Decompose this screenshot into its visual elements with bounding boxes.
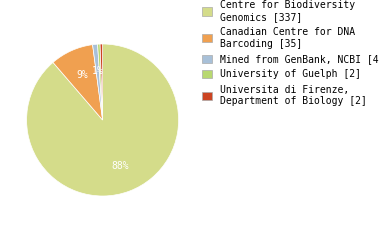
Wedge shape	[98, 44, 103, 120]
Wedge shape	[27, 44, 179, 196]
Wedge shape	[100, 44, 103, 120]
Wedge shape	[53, 45, 103, 120]
Text: 88%: 88%	[111, 161, 128, 171]
Text: 1%: 1%	[92, 66, 104, 76]
Legend: Centre for Biodiversity
Genomics [337], Canadian Centre for DNA
Barcoding [35], : Centre for Biodiversity Genomics [337], …	[203, 0, 380, 106]
Text: 9%: 9%	[76, 70, 88, 80]
Wedge shape	[93, 44, 103, 120]
